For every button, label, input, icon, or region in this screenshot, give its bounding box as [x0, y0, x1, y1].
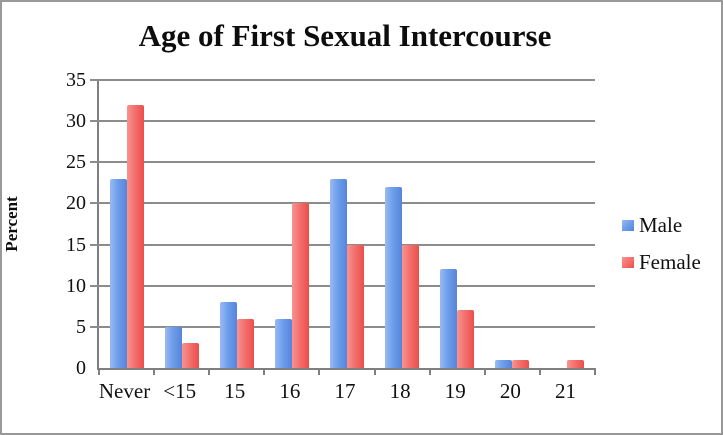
y-tick-label-25: 25 — [66, 151, 86, 174]
bar-female-15 — [236, 318, 254, 368]
y-tick-label-30: 30 — [66, 110, 86, 133]
y-tick-label-15: 15 — [66, 233, 86, 256]
x-label-15: 15 — [224, 379, 246, 403]
x-axis-tick-4 — [318, 368, 321, 375]
x-axis-tick-5 — [373, 368, 376, 375]
x-axis-tick-9 — [594, 368, 596, 375]
bar-male-<15 — [164, 326, 182, 368]
x-label-17: 17 — [334, 379, 356, 403]
legend-swatch-male-icon — [622, 219, 634, 231]
chart-title: Age of First Sexual Intercourse — [138, 18, 552, 53]
x-axis-tick-3 — [263, 368, 266, 375]
bar-male-15 — [219, 302, 237, 368]
legend-label-male: Male — [639, 213, 683, 237]
bar-male-Never — [109, 178, 127, 368]
gridline-25 — [90, 161, 595, 164]
bar-female-18 — [402, 244, 420, 368]
bar-female-19 — [457, 310, 475, 368]
bar-female-<15 — [181, 343, 199, 368]
y-tick-label-35: 35 — [66, 69, 86, 91]
legend-item-male: Male — [622, 213, 701, 237]
bar-male-18 — [385, 186, 403, 368]
gridline-30 — [90, 120, 595, 123]
x-label-Never: Never — [98, 379, 151, 403]
legend-swatch-female-icon — [622, 256, 634, 268]
x-label-21: 21 — [554, 379, 576, 403]
bar-male-16 — [274, 318, 292, 368]
bar-male-17 — [330, 178, 347, 368]
x-label-20: 20 — [499, 379, 521, 403]
legend: Male Female — [622, 213, 701, 287]
gridline-35 — [90, 79, 595, 81]
x-axis-tick-6 — [428, 368, 431, 375]
plot-area — [90, 79, 596, 375]
bar-male-19 — [440, 269, 458, 368]
y-tick-label-20: 20 — [66, 192, 86, 215]
y-axis-title: Percent — [2, 196, 21, 252]
legend-label-female: Female — [639, 250, 701, 274]
x-label-16: 16 — [279, 379, 301, 403]
bar-female-Never — [126, 104, 144, 368]
x-label-19: 19 — [444, 379, 466, 403]
x-axis-tick-7 — [483, 368, 486, 375]
y-tick-label-10: 10 — [66, 274, 86, 297]
legend-item-female: Female — [622, 250, 701, 274]
x-axis-tick-0 — [98, 368, 100, 375]
x-axis-tick-2 — [208, 368, 211, 375]
bar-male-20 — [495, 359, 513, 368]
y-tick-label-0: 0 — [76, 357, 86, 379]
bar-female-21 — [567, 359, 585, 368]
y-tick-label-5: 5 — [76, 315, 86, 338]
x-axis-tick-8 — [538, 368, 541, 375]
bar-female-16 — [291, 203, 309, 368]
x-label-18: 18 — [389, 379, 411, 403]
x-axis-tick-1 — [153, 368, 156, 375]
bar-female-17 — [347, 244, 364, 368]
x-label-<15: <15 — [163, 379, 197, 403]
bar-female-20 — [512, 359, 530, 368]
